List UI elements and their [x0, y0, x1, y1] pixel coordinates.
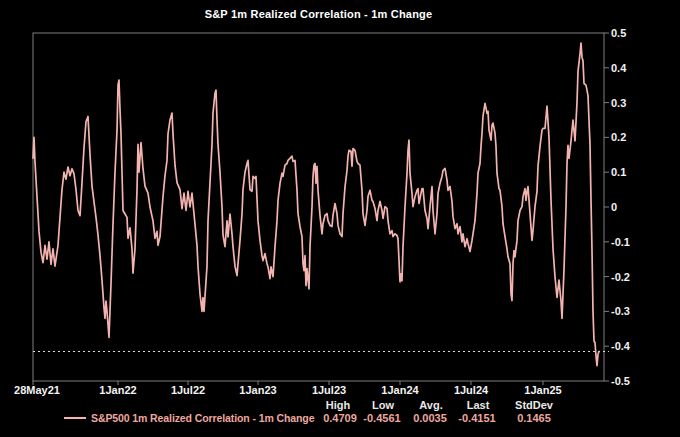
y-axis-label: 0.3 — [611, 97, 626, 109]
data-line — [33, 43, 599, 366]
stat-header-high: High — [326, 399, 350, 411]
x-axis-label: 1Jul23 — [312, 384, 346, 396]
x-axis-label: 1Jan24 — [381, 384, 418, 396]
x-axis-label: 28May21 — [14, 384, 60, 396]
plot-area — [0, 0, 680, 437]
stat-header-stddev: StdDev — [515, 399, 553, 411]
x-axis-label: 1Jul24 — [454, 384, 488, 396]
stat-value-high: 0.4709 — [323, 412, 357, 424]
stat-header-low: Low — [372, 399, 394, 411]
y-axis-label: 0.5 — [611, 27, 626, 39]
x-axis-label: 1Jan25 — [524, 384, 561, 396]
stat-value-avg: 0.0035 — [413, 412, 447, 424]
stat-value-stddev: 0.1465 — [517, 412, 551, 424]
y-axis-label: 0.2 — [611, 131, 626, 143]
stat-value-low: -0.4561 — [363, 412, 400, 424]
stat-header-avg: Avg. — [419, 399, 442, 411]
stat-header-last: Last — [467, 399, 490, 411]
y-axis-label: 0.4 — [611, 62, 626, 74]
y-axis-label: -0.2 — [611, 271, 630, 283]
legend-line-swatch-icon — [64, 417, 86, 419]
x-axis-label: 1Jan23 — [239, 384, 276, 396]
legend-series-label: S&P500 1m Realized Correlation - 1m Chan… — [91, 412, 314, 424]
y-axis-label: -0.1 — [611, 236, 630, 248]
y-axis-label: -0.3 — [611, 305, 630, 317]
x-axis-label: 1Jan22 — [99, 384, 136, 396]
stat-value-last: -0.4151 — [458, 412, 495, 424]
y-axis-label: 0 — [611, 201, 617, 213]
y-axis-label: -0.4 — [611, 340, 630, 352]
y-axis-label: -0.5 — [611, 375, 630, 387]
chart-canvas: S&P 1m Realized Correlation - 1m Change … — [0, 0, 680, 437]
legend: S&P500 1m Realized Correlation - 1m Chan… — [64, 412, 314, 424]
x-axis-label: 1Jul22 — [171, 384, 205, 396]
y-axis-label: 0.1 — [611, 166, 626, 178]
